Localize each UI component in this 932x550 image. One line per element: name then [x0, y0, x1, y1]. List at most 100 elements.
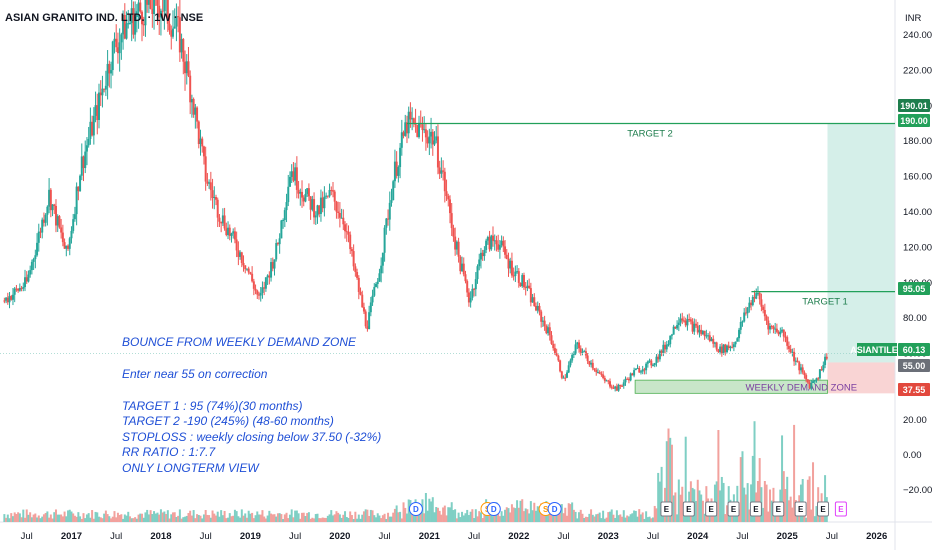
candle-body [540, 311, 543, 322]
candle-body [665, 344, 668, 350]
volume-bar [758, 458, 761, 522]
volume-bar [54, 509, 57, 522]
candle-body [550, 335, 553, 344]
candle-body [361, 294, 364, 308]
candle-body [560, 371, 563, 378]
volume-bar [609, 511, 612, 522]
volume-bar [405, 513, 408, 522]
volume-bar [375, 517, 378, 522]
volume-bar [547, 509, 550, 522]
volume-bar [812, 462, 815, 522]
candle-body [84, 151, 87, 169]
volume-bar [208, 515, 211, 522]
candle-body [118, 42, 121, 54]
time-tick-label: Jul [289, 531, 301, 542]
volume-bar [331, 515, 334, 522]
candle-body [553, 348, 556, 354]
candle-body [110, 70, 113, 74]
candle-body [127, 23, 130, 25]
event-badges[interactable]: DSDSDEEEEEEEEE [408, 501, 847, 517]
candle-body [330, 190, 333, 192]
candle-body [670, 334, 673, 336]
candle-body [380, 265, 383, 274]
volume-bar [349, 511, 352, 522]
candle-body [755, 293, 758, 299]
volume-bar [724, 514, 727, 522]
volume-bar [748, 509, 751, 522]
candle-body [400, 132, 403, 148]
volume-bar [801, 479, 804, 522]
candle-body [373, 286, 376, 296]
candle-body [36, 242, 39, 256]
candle-body [483, 249, 486, 257]
symbol-title[interactable]: ASIAN GRANITO IND. LTD. · 1W · NSE [5, 12, 203, 24]
candle-body [779, 331, 782, 335]
candle-body [479, 252, 482, 260]
candle-body [486, 237, 489, 241]
volume-bar [187, 513, 190, 522]
volume-bar [436, 507, 439, 522]
candle-body [569, 360, 572, 366]
volume-bar [67, 510, 70, 522]
volume-bar [338, 514, 341, 522]
candle-body [111, 41, 114, 71]
position-tool[interactable] [827, 123, 895, 394]
candle-body [712, 338, 715, 344]
candle-body [796, 360, 799, 363]
candle-body [304, 193, 307, 202]
demand-zone[interactable]: WEEKLY DEMAND ZONE [634, 379, 857, 394]
candle-body [139, 2, 142, 12]
volume-bar [287, 518, 290, 522]
candle-body [478, 259, 481, 267]
volume-bar [344, 511, 347, 522]
candle-body [87, 138, 90, 146]
volume-bar [741, 451, 744, 522]
volume-bar [655, 508, 658, 522]
volume-bar [321, 517, 324, 522]
candle-body [600, 373, 603, 375]
volume-bar [385, 518, 388, 522]
candle-body [349, 234, 352, 250]
candle-body [794, 360, 797, 362]
currency-label[interactable]: INR [905, 13, 922, 24]
candle-body [56, 216, 59, 226]
candle-body [772, 326, 775, 329]
annotation-note[interactable]: BOUNCE FROM WEEKLY DEMAND ZONE Enter nea… [122, 335, 381, 475]
candle-body [703, 330, 706, 337]
price-tick-label: 220.00 [903, 65, 932, 76]
candle-body [266, 275, 269, 278]
candle-body [641, 369, 644, 372]
volume-bar [627, 516, 630, 522]
time-tick-label: 2018 [150, 531, 171, 542]
candle-body [495, 240, 498, 245]
target-lines[interactable]: TARGET 2 TARGET 1 [0, 122, 895, 354]
profit-zone [827, 123, 895, 363]
candle-body [113, 38, 116, 42]
candle-body [576, 342, 579, 345]
candle-body [142, 24, 145, 26]
time-tick-label: 2023 [598, 531, 619, 542]
candle-body [450, 213, 453, 229]
candle-body [103, 88, 106, 90]
volume-bar [514, 508, 517, 522]
candle-body [559, 360, 562, 372]
volume-bar [639, 514, 642, 522]
volume-bar [765, 484, 768, 522]
candle-body [67, 245, 70, 249]
candle-body [476, 266, 479, 280]
candle-body [808, 382, 811, 389]
time-axis[interactable]: Jul 2017 Jul 2018 Jul 2019 Jul 2020 Jul 2021 Jul 20… [21, 531, 888, 542]
candle-body [638, 368, 641, 373]
candle-body [825, 356, 828, 359]
candle-body [614, 386, 617, 389]
candle-body [256, 290, 259, 295]
candle-body [369, 302, 372, 313]
volume-bar [134, 517, 137, 522]
candle-body [259, 292, 262, 296]
candle-body [689, 319, 692, 322]
price-tag-label: 37.55 [903, 385, 926, 395]
candle-body [774, 328, 777, 330]
candle-body [715, 342, 718, 350]
price-tick-label: −20.00 [903, 485, 932, 496]
